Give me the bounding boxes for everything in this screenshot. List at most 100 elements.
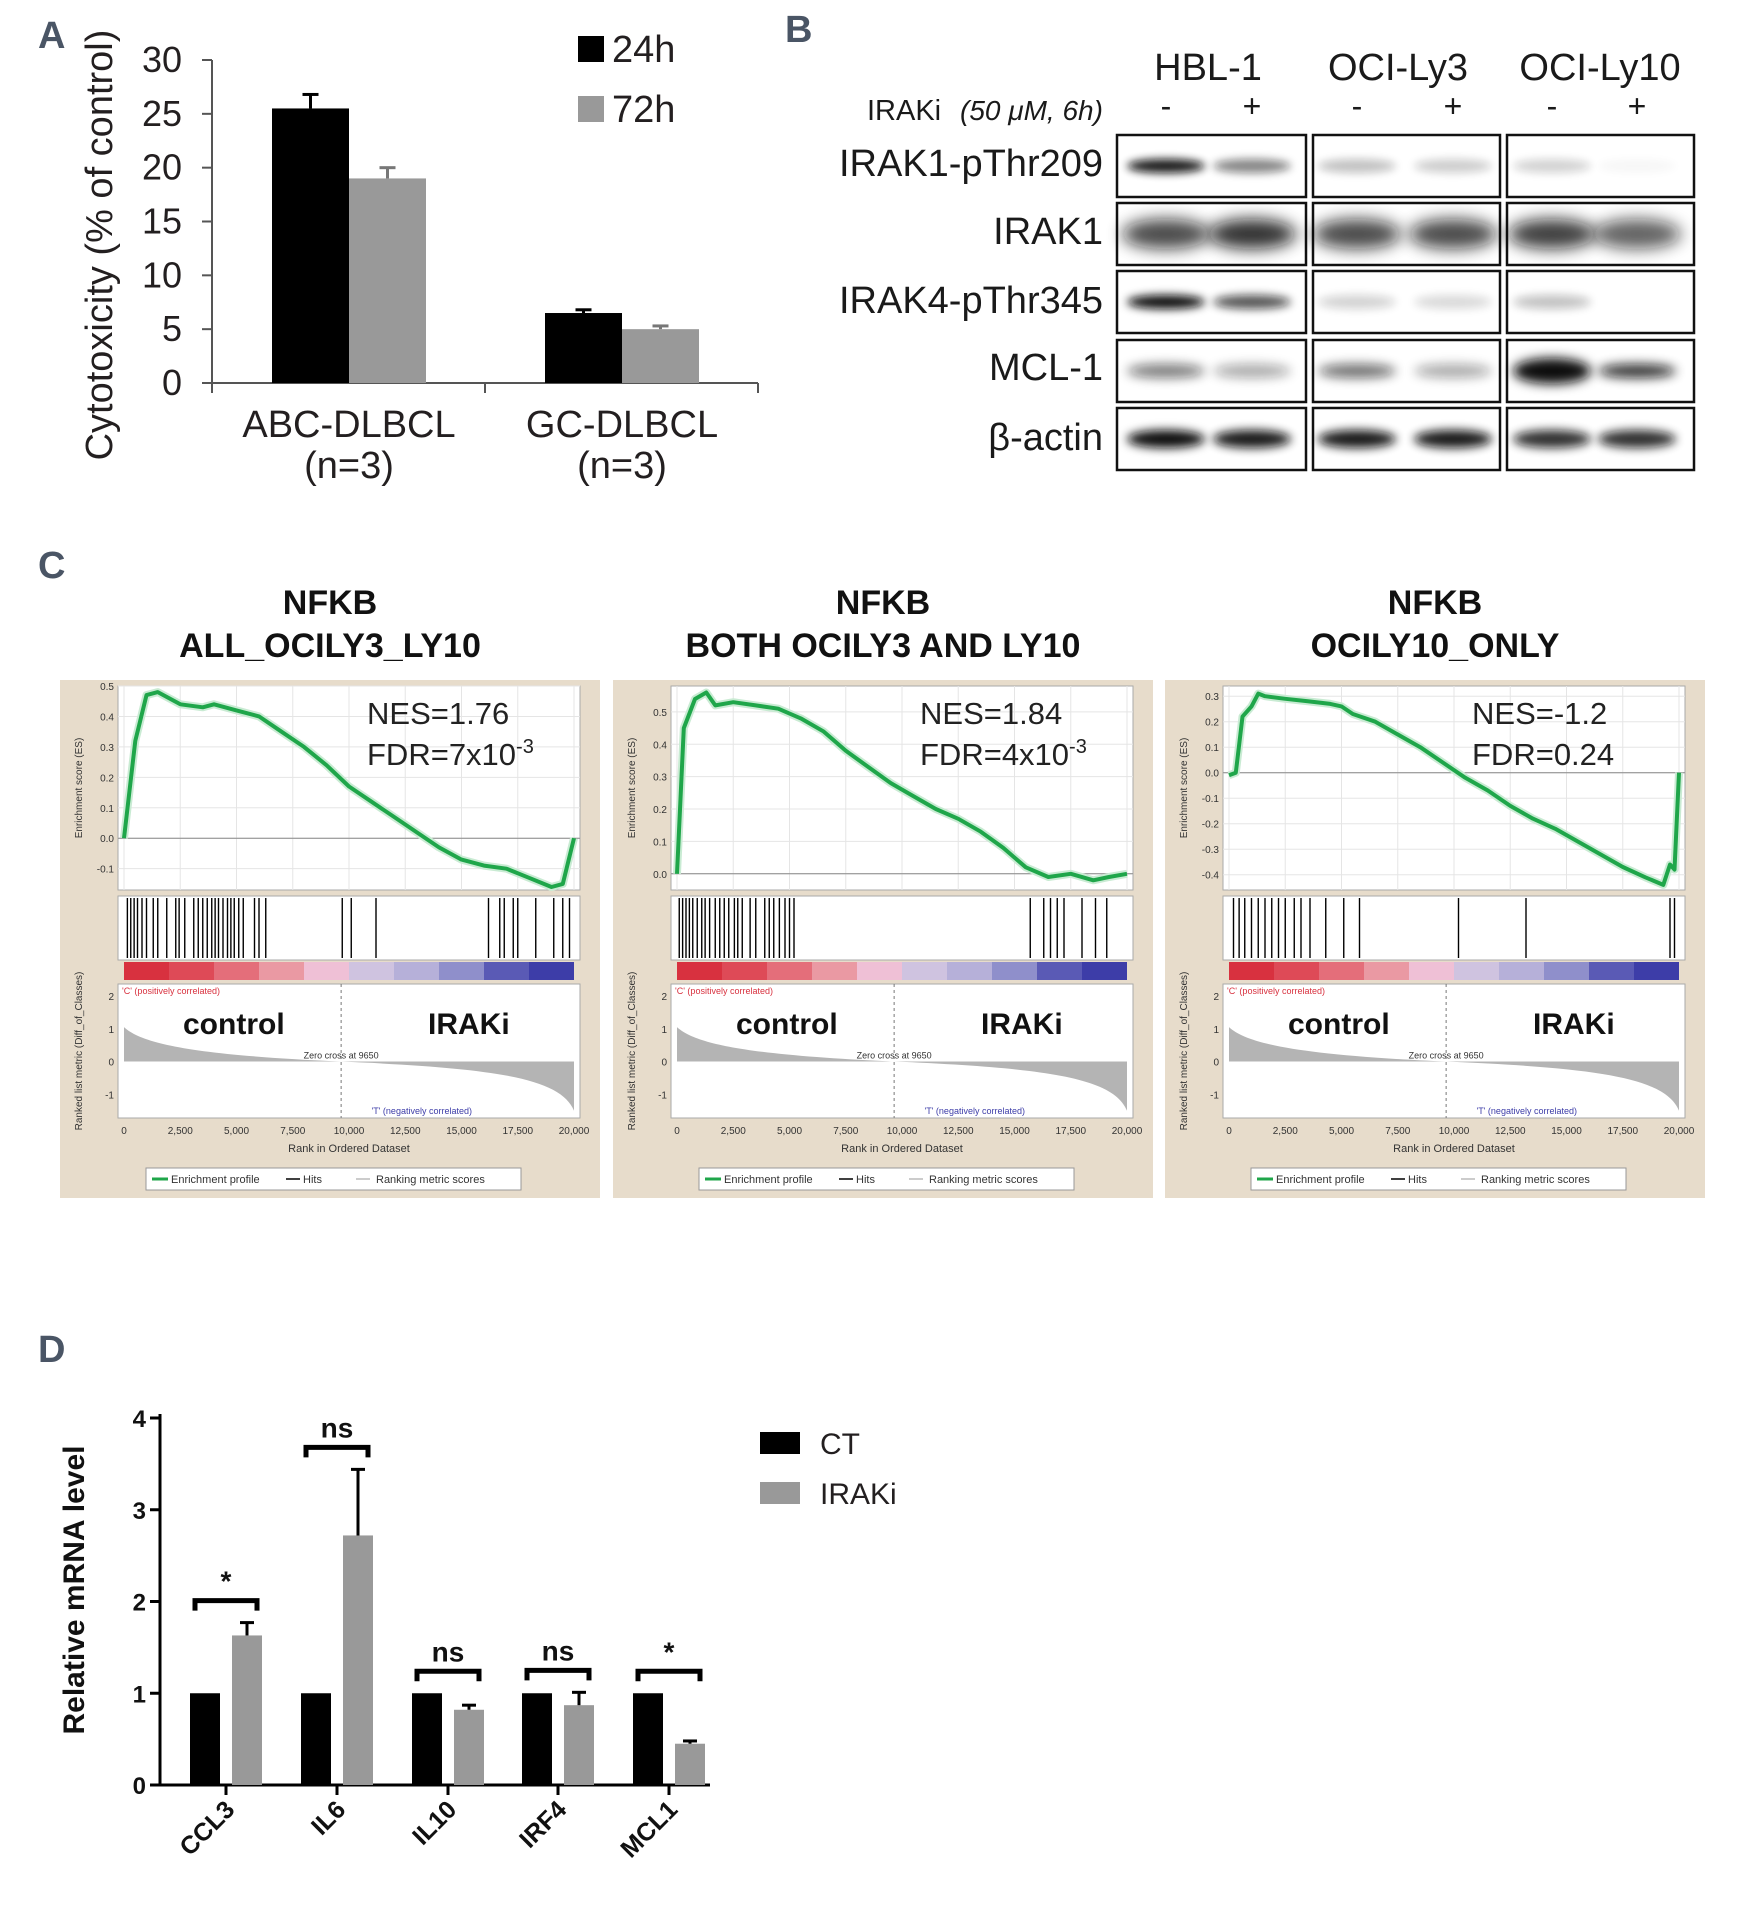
wb-band [1122,219,1210,249]
panel-d-bar [633,1693,663,1785]
gsea-fdr-label: FDR=4x10-3 [920,736,1087,772]
gsea-es-tick: -0.4 [1202,871,1220,882]
panel-c-gsea-plots: NFKB ALL_OCILY3_LY10 -0.1 0.0 0.1 0.2 0.3 0.4 0.… [60,584,1705,1198]
gsea-plot-2: NFKB BOTH OCILY3 AND LY10 0.0 0.1 0.2 0.3 0.4 0… [613,584,1153,1198]
wb-lane-sign: + [1628,88,1647,124]
panel-d-y-tick-label: 4 [133,1406,147,1433]
gsea-es-tick: 0.4 [100,712,114,723]
panel-d-category-label: IL10 [407,1795,462,1850]
gsea-metric-tick: 2 [108,992,114,1003]
wb-band [1213,430,1291,448]
gsea-treat-label: IRAKi [1533,1008,1615,1041]
gsea-fdr-exponent: -3 [1069,736,1087,758]
gsea-enrichment-curve [675,690,1128,883]
panel-d-significance-label: ns [321,1412,354,1443]
gsea-pos-label: 'C' (positively correlated) [122,986,220,996]
panel-d-bar [564,1705,594,1785]
gsea-metric-fill [1229,1027,1679,1111]
panel-a-legend-label: 24h [612,29,675,71]
gsea-legend-metric-label: Ranking metric scores [929,1174,1038,1186]
gsea-x-axis-label: Rank in Ordered Dataset [288,1143,410,1155]
gsea-x-tick: 10,000 [334,1126,365,1137]
wb-band [1318,364,1396,378]
wb-band [1593,219,1681,249]
gsea-legend-box [698,1167,1075,1191]
gsea-neg-label: 'T' (negatively correlated) [1477,1106,1577,1116]
wb-band [1313,219,1401,249]
panel-d-y-tick-label: 0 [133,1773,146,1800]
gsea-nes-label: NES=1.76 [367,696,509,731]
panel-d-bar [675,1743,705,1785]
wb-band [1414,159,1492,173]
gsea-fdr-label: FDR=0.24 [1472,737,1614,772]
gsea-es-tick: 0.3 [653,773,667,784]
gsea-es-tick: 0.2 [100,773,114,784]
panel-a-y-axis-label: Cytotoxicity (% of control) [79,30,121,461]
gsea-metric-axis-label: Ranked list metric (Diff_of_Classes) [627,972,638,1131]
gsea-x-tick: 7,500 [280,1126,305,1137]
gsea-es-tick: -0.3 [1202,845,1220,856]
gsea-title-line1: NFKB [836,584,930,622]
gsea-color-bar-segment [1499,962,1544,980]
gsea-x-tick: 0 [674,1126,680,1137]
gsea-metric-tick: -1 [1210,1090,1219,1101]
panel-d-significance-bracket [635,1668,703,1682]
gsea-plot-1: NFKB ALL_OCILY3_LY10 -0.1 0.0 0.1 0.2 0.3 0.4 0.… [60,584,600,1198]
gsea-color-bar-segment [529,962,574,980]
gsea-es-tick: 0.0 [100,834,114,845]
gsea-legend-box [145,1167,522,1191]
gsea-metric-tick: 0 [661,1058,667,1069]
gsea-es-tick: 0.0 [1205,769,1219,780]
wb-band [1414,364,1492,378]
gsea-color-bar-segment [439,962,484,980]
wb-band [1513,295,1591,309]
gsea-legend-hits-label: Hits [856,1174,875,1186]
gsea-x-tick: 17,500 [1055,1126,1086,1137]
gsea-x-axis-label: Rank in Ordered Dataset [841,1143,963,1155]
gsea-metric-fill [124,1027,574,1111]
wb-band [1318,159,1396,173]
panel-a-cytotoxicity-chart: Cytotoxicity (% of control) 0 5 10 15 20 25 30… [79,29,759,487]
gsea-legend-box [1250,1167,1627,1191]
gsea-legend-enrichment-label: Enrichment profile [171,1174,260,1186]
gsea-control-label: control [183,1008,285,1041]
wb-band [1508,219,1596,249]
gsea-metric-tick: -1 [105,1090,114,1101]
panel-a-category-label: ABC-DLBCL [242,404,455,446]
wb-band [1127,364,1205,378]
gsea-zero-cross-label: Zero cross at 9650 [1409,1051,1484,1061]
gsea-x-tick: 5,000 [1329,1126,1354,1137]
wb-protein-label: MCL-1 [989,347,1103,389]
gsea-x-tick: 5,000 [224,1126,249,1137]
wb-band [1598,430,1676,448]
panel-label-b: B [785,9,812,51]
gsea-title-line2: BOTH OCILY3 AND LY10 [686,627,1081,665]
panel-d-bar [232,1635,262,1785]
panel-d-significance-label: ns [432,1636,465,1667]
panel-d-legend-swatch [760,1482,800,1504]
gsea-color-bar-segment [169,962,214,980]
gsea-metric-fill [677,1027,1127,1111]
gsea-es-tick: 0.1 [100,804,114,815]
gsea-es-tick: 0.4 [653,740,667,751]
gsea-color-bar-segment [1229,962,1274,980]
panel-a-bar [545,313,622,383]
gsea-es-tick: 0.5 [653,708,667,719]
gsea-color-bar-segment [722,962,767,980]
panel-d-significance-bracket [524,1667,592,1681]
gsea-color-bar-segment [677,962,722,980]
gsea-title-line2: ALL_OCILY3_LY10 [179,627,481,665]
gsea-nes-label: NES=-1.2 [1472,696,1607,731]
gsea-color-bar-segment [1274,962,1319,980]
panel-a-y-tick-label: 20 [142,147,182,188]
gsea-metric-tick: 1 [1213,1025,1219,1036]
gsea-hits-area [1222,895,1686,961]
panel-d-y-tick-label: 1 [133,1681,146,1708]
gsea-zero-cross-label: Zero cross at 9650 [304,1051,379,1061]
panel-d-y-tick-label: 3 [133,1498,146,1525]
panel-a-y-tick-label: 25 [142,93,182,134]
gsea-control-label: control [736,1008,838,1041]
panel-a-category-label: GC-DLBCL [526,404,718,446]
gsea-color-bar-segment [1589,962,1634,980]
gsea-es-tick: 0.5 [100,682,114,693]
